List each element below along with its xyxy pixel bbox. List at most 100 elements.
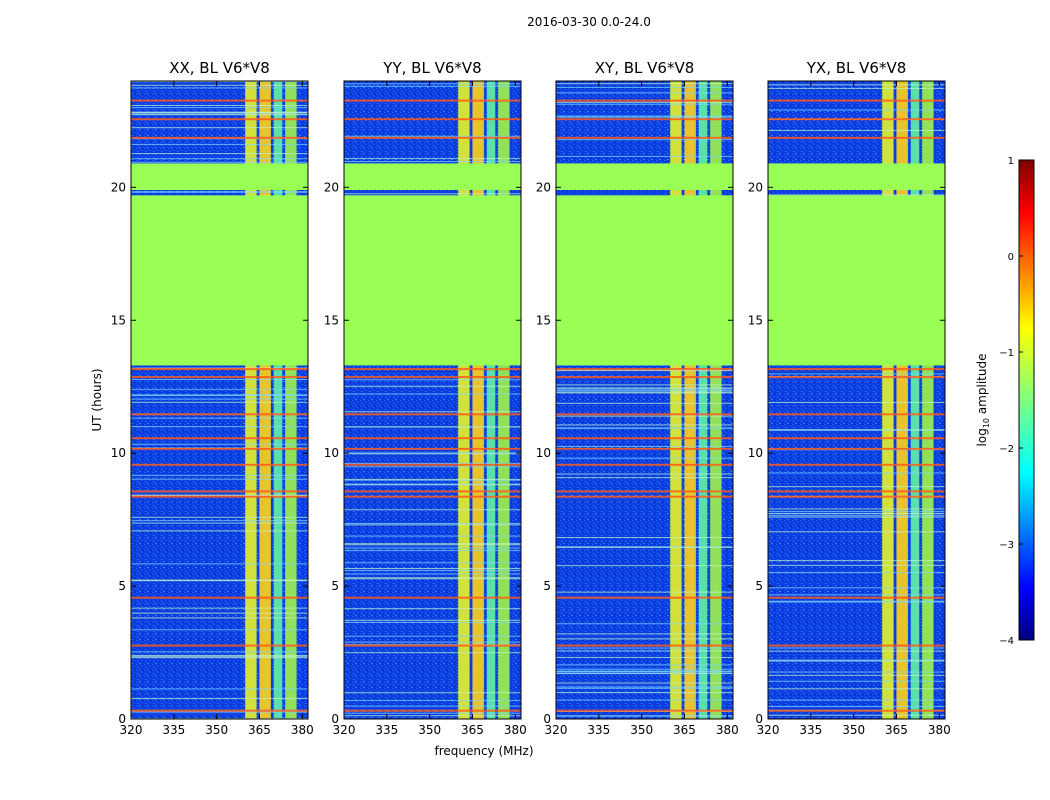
rfi-line xyxy=(344,463,521,466)
sweep-line xyxy=(344,547,521,549)
sweep-line xyxy=(344,715,521,717)
rfi-line xyxy=(131,99,308,102)
sweep-line xyxy=(556,92,733,94)
sweep-line xyxy=(344,619,521,621)
panel-frame xyxy=(130,80,309,720)
sweep-line xyxy=(131,651,308,653)
rfi-line xyxy=(131,495,308,498)
sweep-line xyxy=(344,535,521,537)
rfi-line xyxy=(556,644,733,647)
rfi-line xyxy=(344,136,521,139)
flagged-region xyxy=(768,195,945,366)
sweep-line xyxy=(768,401,945,403)
rfi-line xyxy=(131,437,308,440)
y-tick-label: 20 xyxy=(324,180,339,194)
rfi-band xyxy=(922,81,934,719)
rfi-line xyxy=(556,99,733,102)
sweep-line xyxy=(131,530,308,532)
rfi-band xyxy=(458,81,470,719)
x-tick-label: 380 xyxy=(504,723,527,737)
sweep-line xyxy=(768,511,945,513)
y-tick-label: 0 xyxy=(118,712,126,726)
sweep-line xyxy=(556,83,733,85)
sweep-line xyxy=(344,635,521,637)
sweep-line xyxy=(131,654,308,656)
sweep-line xyxy=(556,591,733,593)
sweep-line xyxy=(768,587,945,589)
sweep-line xyxy=(131,612,308,614)
sweep-line xyxy=(131,516,308,518)
sweep-line xyxy=(768,472,945,474)
rfi-line xyxy=(556,709,733,712)
sweep-line xyxy=(768,129,945,131)
sweep-line xyxy=(768,373,945,375)
sweep-line xyxy=(344,385,521,387)
sweep-line xyxy=(131,697,308,699)
sweep-line xyxy=(131,520,308,522)
sweep-line xyxy=(131,191,308,193)
sweep-line xyxy=(344,641,521,643)
sweep-line xyxy=(131,629,308,631)
sweep-line xyxy=(768,531,945,533)
colorbar-tick-label: −3 xyxy=(999,540,1014,551)
rfi-line xyxy=(344,118,521,121)
rfi-band xyxy=(896,81,908,719)
rfi-line xyxy=(768,596,945,599)
sweep-line xyxy=(768,601,945,603)
x-tick-label: 350 xyxy=(842,723,865,737)
sweep-line xyxy=(556,116,733,118)
sweep-line xyxy=(768,699,945,701)
rfi-line xyxy=(131,368,308,371)
sweep-line xyxy=(344,478,521,480)
x-tick-label: 380 xyxy=(291,723,314,737)
sweep-line xyxy=(344,193,521,195)
panel-xy: XY, BL V6*V8 320 335 350 365 380 0 5 10 15 20 xyxy=(536,59,739,737)
rfi-line xyxy=(556,447,733,450)
sweep-line xyxy=(131,114,308,116)
rfi-band xyxy=(472,81,484,719)
sweep-line xyxy=(556,537,733,539)
sweep-line xyxy=(131,401,308,403)
sweep-line xyxy=(344,411,521,413)
sweep-line xyxy=(131,398,308,400)
y-tick-label: 20 xyxy=(111,180,126,194)
y-tick-label: 10 xyxy=(536,446,551,460)
sweep-line xyxy=(344,652,521,654)
x-tick-label: 380 xyxy=(928,723,951,737)
sweep-line xyxy=(768,660,945,662)
rfi-line xyxy=(131,413,308,416)
figure-suptitle: 2016-03-30 0.0-24.0 xyxy=(527,15,651,29)
rfi-line xyxy=(131,644,308,647)
sweep-line xyxy=(768,600,945,602)
sweep-line xyxy=(556,715,733,717)
rfi-line xyxy=(344,490,521,493)
sweep-line xyxy=(768,572,945,574)
rfi-line xyxy=(556,495,733,498)
sweep-line xyxy=(556,699,733,701)
rfi-line xyxy=(768,644,945,647)
sweep-line xyxy=(131,153,308,155)
sweep-line xyxy=(131,388,308,390)
rfi-line xyxy=(768,709,945,712)
rfi-line xyxy=(556,136,733,139)
y-tick-label: 0 xyxy=(331,712,339,726)
sweep-line xyxy=(768,486,945,488)
rfi-line xyxy=(768,463,945,466)
sweep-line xyxy=(131,426,308,428)
sweep-line xyxy=(768,194,945,196)
sweep-line xyxy=(344,393,521,395)
sweep-line xyxy=(556,402,733,404)
sweep-line xyxy=(556,638,733,640)
x-tick-label: 320 xyxy=(757,723,780,737)
sweep-line xyxy=(131,474,308,476)
sweep-line xyxy=(768,650,945,652)
rfi-band xyxy=(259,81,271,719)
sweep-line xyxy=(556,668,733,670)
sweep-line xyxy=(768,87,945,89)
rfi-band xyxy=(670,81,682,719)
panel-title: XY, BL V6*V8 xyxy=(595,59,695,77)
sweep-line xyxy=(131,127,308,129)
sweep-line xyxy=(768,688,945,690)
y-tick-label: 20 xyxy=(748,180,763,194)
x-tick-label: 365 xyxy=(461,723,484,737)
